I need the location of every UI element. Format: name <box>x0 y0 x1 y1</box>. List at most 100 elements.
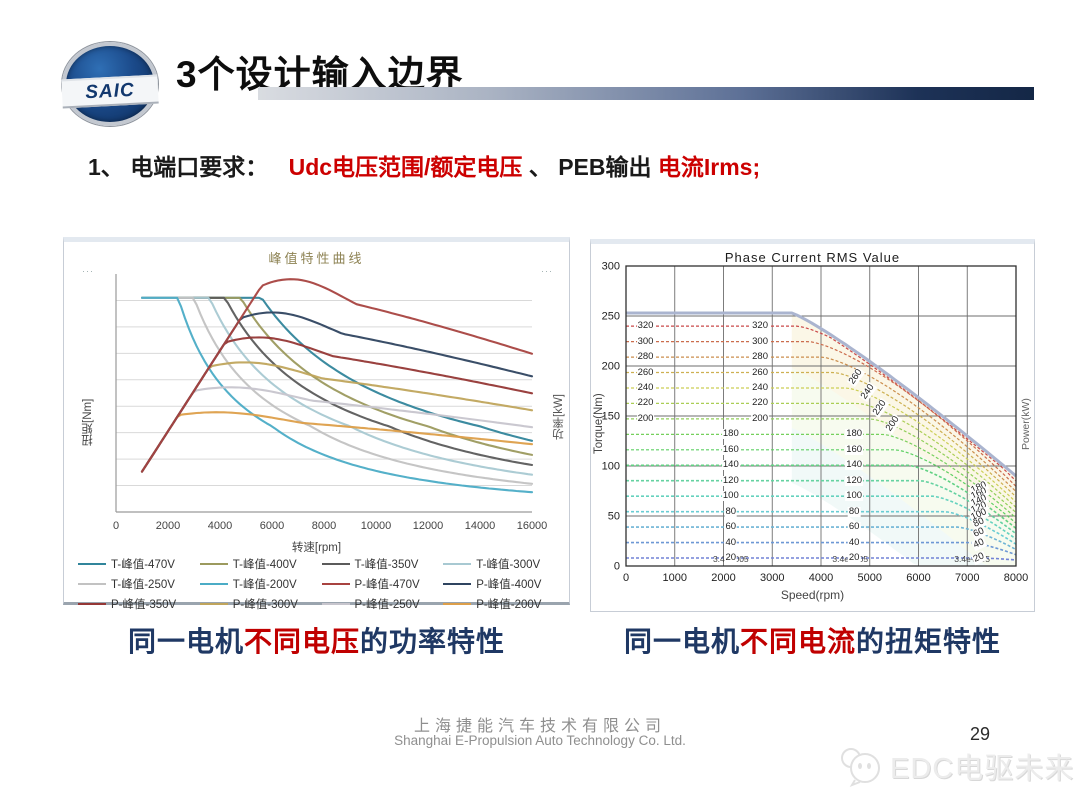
series-P-峰值-200V <box>140 411 534 473</box>
legend-label: P-峰值-350V <box>111 599 177 611</box>
y-tick-label: 0 <box>614 561 620 573</box>
contour-140A <box>626 464 1017 530</box>
series-T-峰值-200V <box>140 296 534 494</box>
legend-swatch <box>443 602 472 606</box>
legend-item: T-峰值-200V <box>199 576 318 592</box>
legend-swatch <box>78 602 106 606</box>
legend-item: T-峰值-350V <box>321 556 440 572</box>
contour-80A <box>626 510 1017 545</box>
left-y2-axis-label: 功率[kW] <box>553 394 565 440</box>
legend-swatch <box>199 602 228 606</box>
x-tick-label: 6000 <box>260 520 284 532</box>
legend-label: P-峰值-300V <box>232 599 298 611</box>
contour-annotation: 3.4e+005 <box>832 554 868 564</box>
peak-curves-plot: 0 2000 4000 6000 8000 10000 12000 14000 16000 <box>113 274 547 532</box>
contour-300A <box>626 340 1017 487</box>
legend-label: T-峰值-400V <box>232 559 297 571</box>
legend-swatch <box>78 562 106 566</box>
requirement-text: 1、 电端口要求： Udc电压范围/额定电压 、 PEB输出 电流Irms; <box>88 148 760 182</box>
contour-100A <box>626 495 1017 540</box>
wechat-icon <box>841 748 880 787</box>
left-chart-corner-mark: ··· <box>541 266 553 276</box>
bullet-highlight-voltage: Udc电压范围/额定电压 <box>288 154 523 180</box>
contour-220A <box>626 402 1017 508</box>
x-tick-label: 0 <box>623 572 629 584</box>
bullet-number: 1、 <box>88 154 124 180</box>
legend-swatch <box>78 582 106 586</box>
legend-label: P-峰值-470V <box>354 579 420 591</box>
legend-label: T-峰值-300V <box>476 559 541 571</box>
legend-label: T-峰值-470V <box>111 559 175 571</box>
legend-swatch <box>321 602 350 606</box>
bullet-peb-text: PEB输出 <box>558 154 652 180</box>
legend-item: P-峰值-350V <box>78 596 196 612</box>
series-P-峰值-250V <box>140 386 534 473</box>
x-tick-label: 10000 <box>361 520 392 532</box>
x-tick-label: 14000 <box>465 520 496 532</box>
y-tick-label: 150 <box>602 411 620 423</box>
left-chart-corner-mark: ··· <box>82 266 94 276</box>
x-tick-label: 3000 <box>760 572 784 584</box>
right-caption: 同一电机不同电流的扭矩特性 <box>623 626 1002 657</box>
legend-swatch <box>443 582 472 586</box>
y-tick-label: 300 <box>602 262 620 273</box>
right-y2-axis-label: Power(kW) <box>1020 398 1032 450</box>
legend-label: P-峰值-250V <box>354 599 420 611</box>
contour-120A <box>626 479 1017 535</box>
legend-item: P-峰值-400V <box>443 576 561 592</box>
saic-logo-text: SAIC <box>84 79 136 103</box>
right-y-axis-label: Torque(Nm) <box>593 393 605 455</box>
x-tick-label: 2000 <box>156 520 180 532</box>
legend-swatch <box>199 562 228 566</box>
right-chart-figure: Phase Current RMS Value 0 50 100 150 200 250 3… <box>590 239 1035 612</box>
contour-200A <box>626 418 1017 514</box>
bullet-separator: 、 <box>528 154 552 180</box>
page-number: 29 <box>969 724 991 744</box>
legend-item: T-峰值-400V <box>199 556 318 572</box>
left-x-axis-label: 转速[rpm] <box>291 542 342 554</box>
series-P-峰值-300V <box>140 361 534 473</box>
company-name-cn: 上海捷能汽车技术有限公司 <box>413 718 666 735</box>
x-tick-label: 4000 <box>809 572 833 584</box>
x-tick-label: 6000 <box>906 572 930 584</box>
series-T-峰值-400V <box>140 296 534 456</box>
plot-box <box>625 265 1017 567</box>
x-tick-label: 5000 <box>858 572 882 584</box>
legend-label: P-峰值-200V <box>476 599 542 611</box>
contour-60A <box>626 526 1017 551</box>
left-chart-legend: T-峰值-470V T-峰值-400V T-峰值-350V T-峰值-300V T-峰值… <box>78 556 561 612</box>
contour-20A <box>626 557 1017 561</box>
watermark: EDC电驱未来 <box>838 744 1074 788</box>
x-tick-label: 2000 <box>711 572 735 584</box>
legend-item: T-峰值-300V <box>443 556 561 572</box>
bullet-highlight-current: 电流Irms; <box>657 154 761 180</box>
series-T-峰值-300V <box>140 296 534 476</box>
title-accent-bar <box>258 87 1034 100</box>
legend-swatch <box>321 562 350 566</box>
y-tick-label: 50 <box>608 511 620 523</box>
legend-label: T-峰值-250V <box>111 579 175 591</box>
contour-160A <box>626 449 1017 524</box>
legend-swatch <box>199 582 228 586</box>
left-y-axis-label: 扭矩[Nm] <box>82 398 94 446</box>
contour-260A <box>626 371 1017 498</box>
right-x-axis-label: Speed(rpm) <box>780 588 845 602</box>
contour-180A <box>626 433 1017 519</box>
contour-280A <box>626 356 1017 492</box>
y-tick-label: 100 <box>602 461 620 473</box>
contour-annotation: 3.4e+005 <box>713 554 749 564</box>
torque-envelope <box>626 311 1017 478</box>
legend-item: T-峰值-470V <box>78 556 196 572</box>
x-tick-label: 0 <box>113 520 119 532</box>
legend-label: P-峰值-400V <box>476 579 542 591</box>
contour-40A <box>626 541 1017 556</box>
legend-label: T-峰值-350V <box>354 559 419 571</box>
legend-item: P-峰值-250V <box>321 596 440 612</box>
x-tick-label: 7000 <box>955 572 979 584</box>
contour-240A <box>626 387 1017 503</box>
legend-item: T-峰值-250V <box>78 576 196 592</box>
legend-item: P-峰值-300V <box>199 596 318 612</box>
saic-logo-band: SAIC <box>61 74 159 109</box>
saic-logo: SAIC <box>61 42 159 126</box>
